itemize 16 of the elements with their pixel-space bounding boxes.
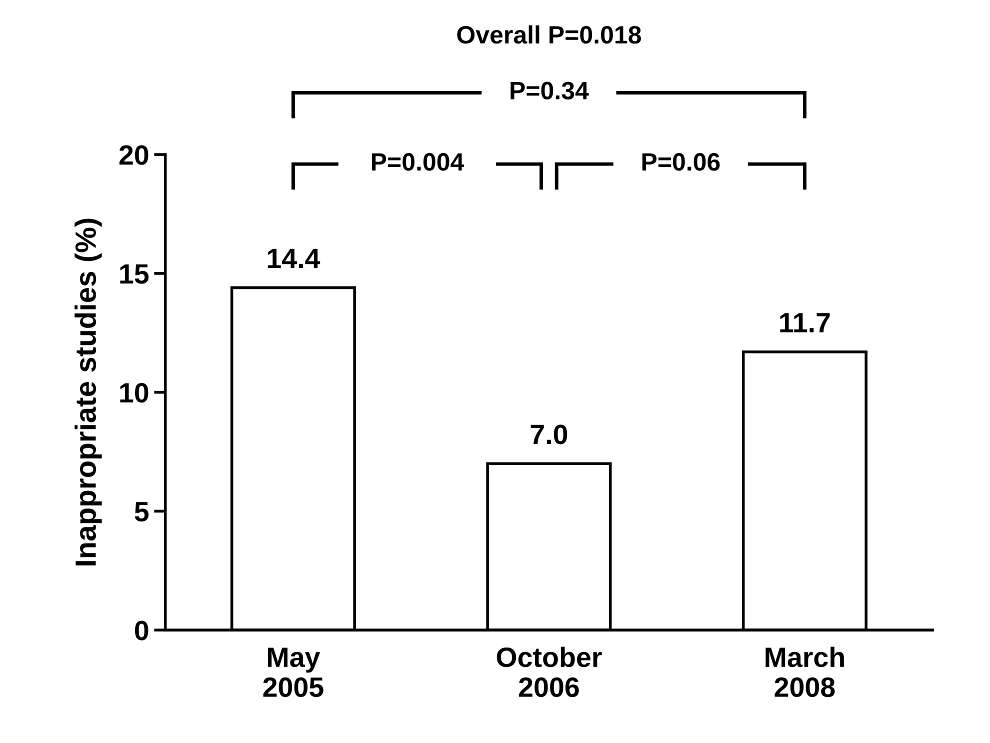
x-tick-label: March 2008 [766,646,844,698]
y-tick-label: 15 [120,264,149,284]
data-label: 14.4 [268,248,320,268]
y-tick-label: 20 [119,145,148,165]
x-tick-label: October 2006 [496,646,602,698]
data-label: 11.7 [780,313,830,332]
annotation: P=0.06 [642,153,720,171]
y-tick-label: 5 [134,502,149,522]
y-tick-label: 10 [120,382,148,403]
chart-title: Overall P=0.018 [457,25,641,44]
text: P=0.34 [510,82,589,100]
x-tick-label: May 2005 [263,648,324,698]
data-label: 7.0 [530,424,568,444]
y-tick-label: 0 [135,620,148,640]
y-axis-title: Inappropriate studies (%) [74,218,102,566]
annotation: P=0.004 [372,153,464,171]
